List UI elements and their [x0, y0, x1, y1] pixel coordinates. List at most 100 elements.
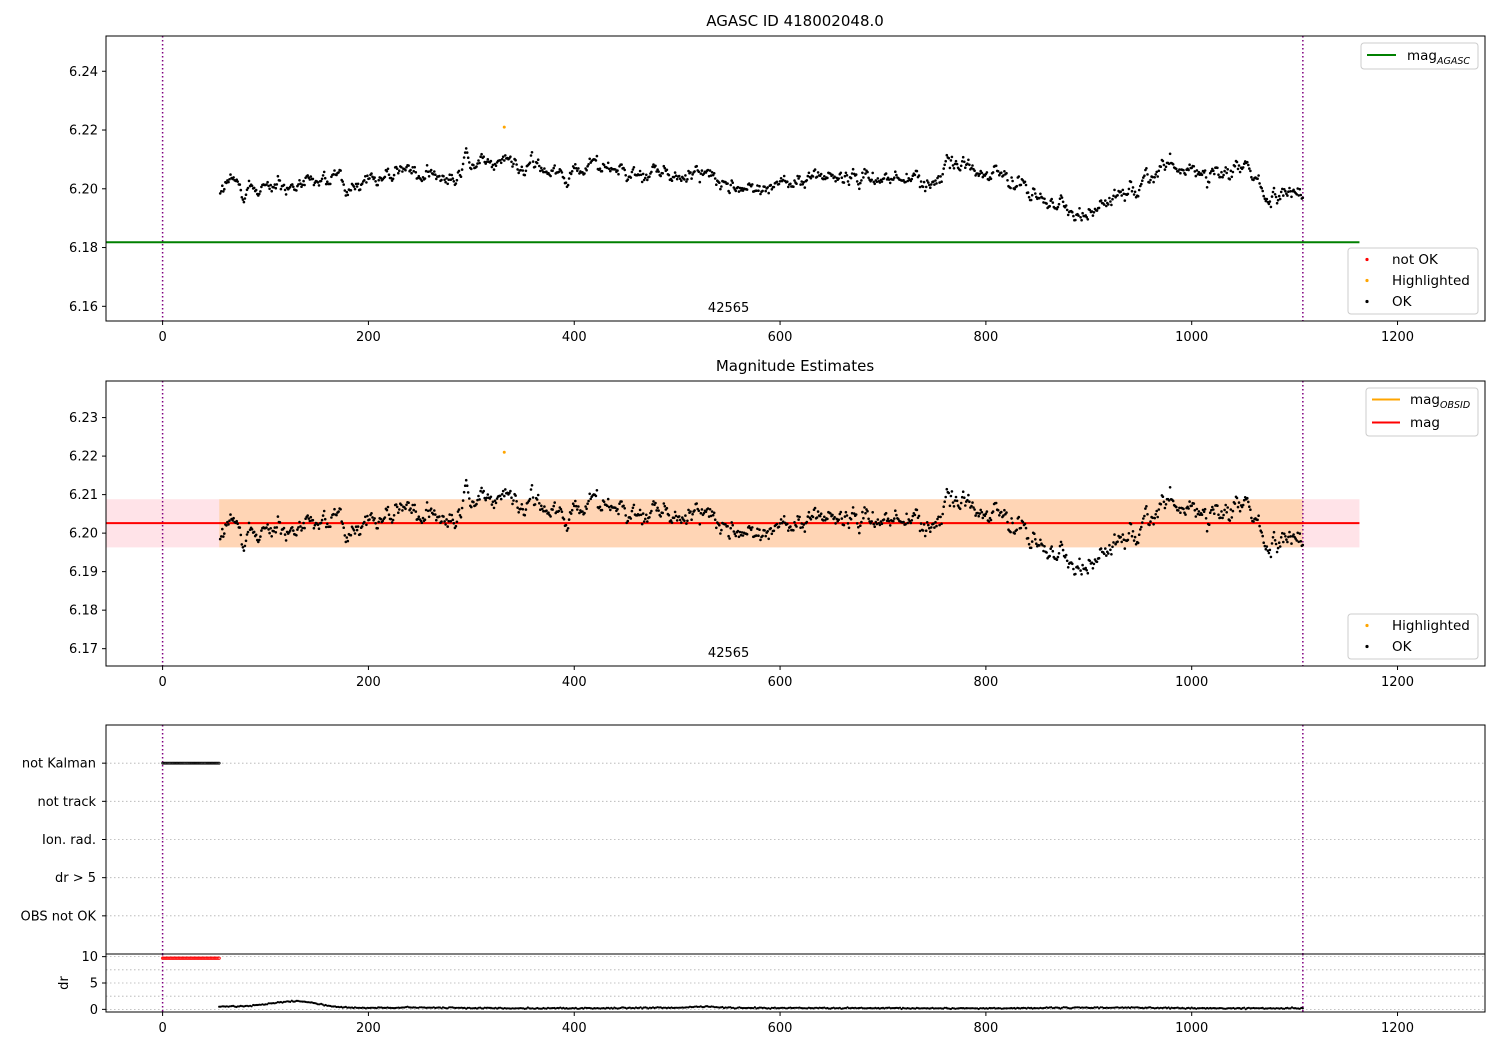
ok-data-point — [1097, 556, 1101, 560]
ok-data-point — [1112, 194, 1115, 198]
dr-data-point — [636, 1007, 639, 1010]
ok-data-point — [698, 523, 702, 526]
ok-data-point — [651, 165, 654, 169]
ok-data-point — [934, 520, 937, 524]
ok-data-point — [846, 180, 850, 183]
ok-data-point — [987, 178, 991, 182]
ok-data-point — [829, 172, 832, 176]
ok-data-point — [686, 178, 689, 181]
ok-data-point — [499, 497, 503, 501]
dr-data-point — [696, 1005, 699, 1009]
ok-data-point — [1050, 197, 1053, 201]
ok-data-point — [1038, 196, 1041, 200]
ok-data-point — [894, 509, 897, 512]
ok-data-point — [693, 509, 696, 512]
ok-data-point — [981, 516, 985, 520]
panel-1-title: AGASC ID 418002048.0 — [706, 12, 884, 30]
ok-data-point — [824, 519, 827, 522]
ok-data-point — [629, 176, 633, 179]
ok-data-point — [576, 508, 579, 511]
ok-data-point — [1088, 208, 1092, 212]
dr-data-point — [1212, 1007, 1215, 1010]
ok-data-point — [254, 188, 258, 192]
ok-data-point — [482, 489, 486, 493]
dr-data-point — [357, 1006, 360, 1010]
ok-data-point — [414, 510, 418, 513]
ok-data-point — [673, 510, 677, 514]
ok-data-point — [562, 176, 566, 180]
ok-data-point — [1156, 175, 1159, 178]
ok-data-point — [955, 162, 959, 166]
ok-data-point — [979, 508, 982, 512]
ok-data-point — [274, 186, 278, 190]
ok-data-point — [1241, 503, 1245, 507]
ok-data-point — [296, 528, 299, 531]
ok-data-point — [797, 518, 800, 521]
ok-data-point — [1056, 205, 1060, 209]
ok-data-point — [1258, 182, 1261, 185]
ok-data-point — [1269, 555, 1273, 559]
ok-data-point — [895, 173, 898, 177]
dr-data-point — [512, 1007, 516, 1010]
ok-data-point — [435, 518, 438, 522]
ok-data-point — [279, 532, 283, 535]
ok-data-point — [1024, 526, 1028, 530]
ok-data-point — [951, 164, 955, 167]
ok-data-point — [786, 180, 789, 183]
ok-data-point — [452, 180, 456, 183]
dr-data-point — [784, 1007, 787, 1010]
ok-data-point — [1159, 165, 1163, 168]
ok-data-point — [967, 493, 970, 497]
ok-data-point — [998, 514, 1001, 517]
ok-data-point — [656, 506, 659, 510]
ok-data-point — [553, 501, 556, 504]
dr-data-point — [932, 1007, 936, 1010]
ok-data-point — [1301, 196, 1305, 200]
ok-data-point — [250, 184, 254, 188]
ok-data-point — [1265, 545, 1269, 548]
ok-data-point — [432, 512, 435, 516]
ok-data-point — [421, 176, 425, 179]
ok-data-point — [413, 503, 417, 507]
ok-data-point — [451, 177, 455, 180]
dr-data-point — [1124, 1006, 1127, 1009]
dr-data-point — [866, 1007, 869, 1010]
ok-data-point — [514, 494, 517, 497]
ok-data-point — [1256, 518, 1259, 522]
ok-data-point — [569, 172, 573, 176]
x-tick-label: 200 — [356, 675, 381, 690]
ok-data-point — [454, 524, 458, 528]
ok-data-point — [246, 186, 250, 190]
ok-data-point — [1107, 203, 1110, 206]
ok-data-point — [862, 516, 865, 520]
dr-data-point — [685, 1006, 689, 1009]
ok-data-point — [712, 172, 716, 175]
ok-data-point — [560, 171, 564, 174]
ok-data-point — [911, 174, 915, 177]
ok-data-point — [470, 505, 473, 509]
x-tick-label: 800 — [973, 675, 998, 690]
ok-data-point — [948, 504, 952, 508]
ok-data-point — [1208, 171, 1212, 175]
ok-data-point — [976, 511, 979, 515]
ok-data-point — [311, 177, 315, 181]
ok-data-point — [486, 158, 490, 161]
ok-data-point — [1265, 197, 1269, 201]
ok-data-point — [282, 183, 286, 187]
dr-data-point — [918, 1007, 922, 1010]
ok-data-point — [663, 504, 667, 508]
ok-data-point — [235, 519, 238, 523]
ok-data-point — [493, 499, 497, 503]
ok-data-point — [258, 538, 261, 542]
ok-data-point — [386, 505, 390, 509]
ok-data-point — [1027, 542, 1031, 546]
ok-data-point — [731, 181, 734, 184]
ok-data-point — [551, 508, 554, 511]
ok-data-point — [1159, 502, 1163, 506]
ok-data-point — [500, 157, 504, 161]
ok-data-point — [463, 151, 467, 154]
ok-data-point — [708, 169, 712, 172]
ok-data-point — [1041, 543, 1044, 547]
ok-data-point — [1074, 218, 1077, 222]
ok-data-point — [560, 510, 564, 513]
